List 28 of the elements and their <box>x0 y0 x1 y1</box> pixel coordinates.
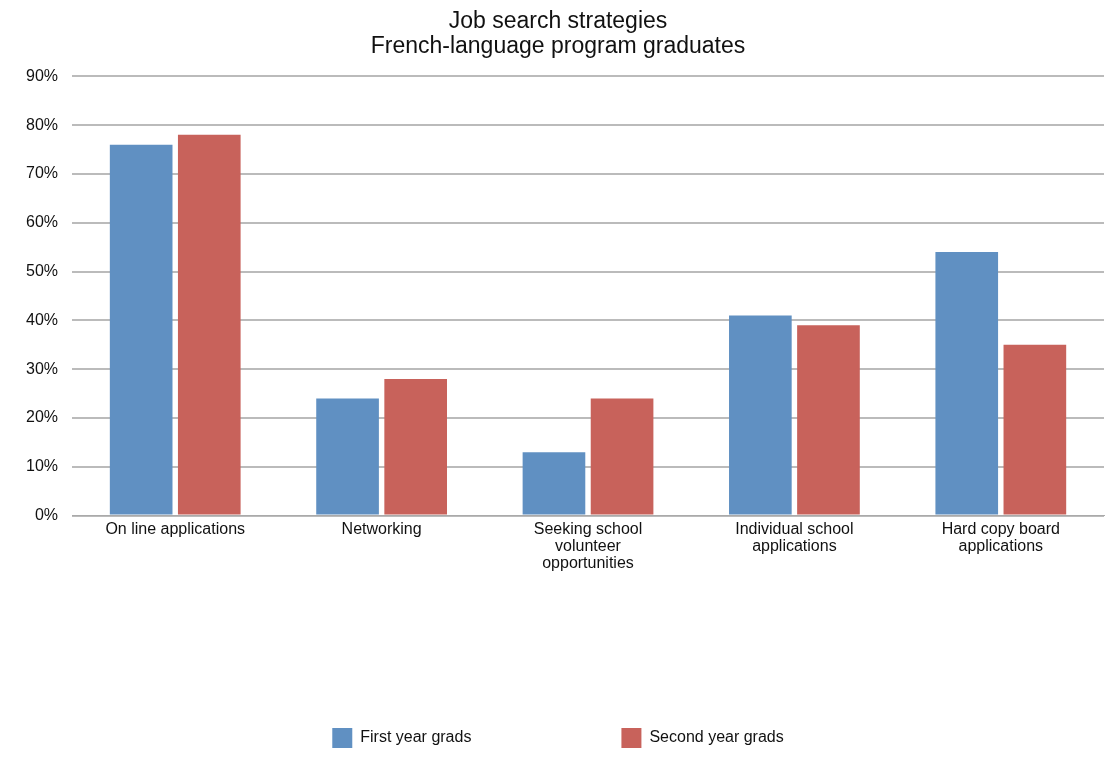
y-tick-label: 20% <box>25 408 59 426</box>
x-tick-label: Networking <box>341 520 422 538</box>
y-tick-label: 10% <box>25 457 59 475</box>
bar <box>384 378 447 515</box>
y-tick-label: 90% <box>25 66 59 84</box>
bar <box>109 144 173 515</box>
bar <box>729 315 792 515</box>
y-tick-label: 60% <box>25 213 59 231</box>
y-tick-label: 70% <box>25 164 59 182</box>
legend-label: First year grads <box>360 728 472 746</box>
y-tick-label: 0% <box>34 506 59 524</box>
bar <box>177 134 241 515</box>
legend-label: Second year grads <box>649 728 784 746</box>
x-tick-label: Seeking school volunteer opportunities <box>533 520 643 572</box>
x-tick-label: Hard copy board applications <box>941 520 1060 555</box>
bar <box>1003 344 1067 515</box>
x-tick-label: On line applications <box>105 520 246 538</box>
bar <box>935 252 999 515</box>
y-tick-label: 30% <box>25 359 59 377</box>
bar <box>522 452 586 515</box>
y-tick-label: 50% <box>25 261 59 279</box>
bar <box>316 398 379 515</box>
y-tick-label: 40% <box>25 310 59 328</box>
x-tick-label: Individual school applications <box>735 520 854 555</box>
bar <box>590 398 654 515</box>
chart-title: Job search strategies French-language program graduates <box>370 7 746 58</box>
bar <box>797 325 860 515</box>
y-tick-label: 80% <box>25 115 59 133</box>
